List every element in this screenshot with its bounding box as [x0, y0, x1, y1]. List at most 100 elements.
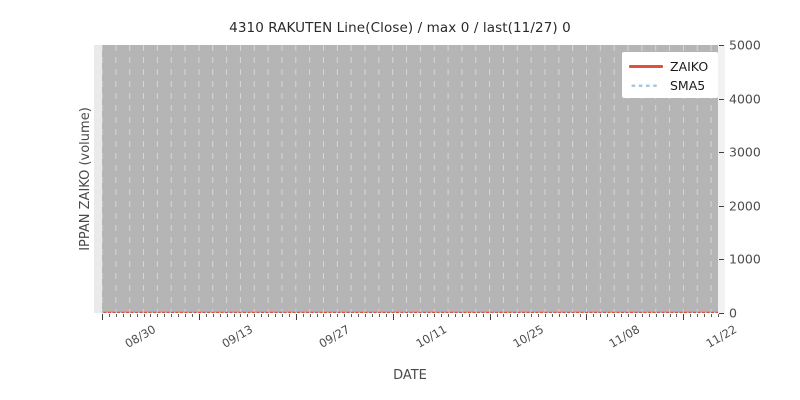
x-tick-minor [572, 314, 574, 317]
x-tick-minor [510, 314, 512, 317]
x-tick-minor [628, 314, 630, 317]
x-tick-major [102, 314, 103, 320]
x-tick-minor [122, 314, 124, 317]
x-tick-minor [233, 314, 235, 317]
legend-item-sma5[interactable]: SMA5 [622, 75, 718, 95]
x-tick-minor [607, 314, 609, 317]
x-tick-major [392, 314, 394, 320]
x-tick-minor [593, 314, 595, 317]
x-tick-minor [441, 314, 443, 317]
x-tick-minor [358, 314, 360, 317]
x-tick-minor [302, 314, 304, 317]
x-tick-minor [115, 314, 117, 317]
y-tick-label: 1000 [729, 251, 761, 267]
x-tick-minor [704, 314, 706, 317]
x-tick-minor [185, 314, 187, 317]
x-tick-minor [482, 314, 484, 317]
x-tick-minor [558, 314, 560, 317]
x-tick-label: 09/27 [316, 322, 352, 351]
y-tick-label: 3000 [729, 144, 761, 160]
x-tick-minor [434, 314, 436, 317]
x-tick-minor [648, 314, 650, 317]
x-tick-minor [641, 314, 643, 317]
x-tick-minor [240, 314, 242, 317]
x-tick-minor [544, 314, 546, 317]
x-tick-minor [275, 314, 277, 317]
x-tick-minor [427, 314, 429, 317]
x-tick-major [489, 314, 491, 320]
x-tick-minor [690, 314, 692, 317]
x-tick-minor [268, 314, 270, 317]
x-tick-label: 10/25 [510, 322, 546, 351]
x-tick-major [198, 314, 200, 320]
x-tick-minor [406, 314, 408, 317]
x-tick-minor [150, 314, 152, 317]
x-tick-minor [157, 314, 159, 317]
chart-title: 4310 RAKUTEN Line(Close) / max 0 / last(… [229, 20, 571, 36]
x-tick-minor [475, 314, 477, 317]
x-tick-major [586, 314, 588, 320]
x-tick-minor [351, 314, 353, 317]
x-tick-minor [496, 314, 498, 317]
legend-label-zaiko: ZAIKO [670, 58, 709, 74]
x-tick-minor [448, 314, 450, 317]
x-tick-minor [143, 314, 145, 317]
y-tick-label: 2000 [729, 198, 761, 214]
x-tick-minor [330, 314, 332, 317]
x-tick-minor [309, 314, 311, 317]
x-axis-title: DATE [393, 368, 427, 383]
x-tick-minor [378, 314, 380, 317]
x-tick-minor [503, 314, 505, 317]
x-tick-minor [288, 314, 290, 317]
chart-legend[interactable]: ZAIKO SMA5 [622, 52, 718, 98]
x-tick-minor [676, 314, 678, 317]
x-tick-minor [178, 314, 180, 317]
x-tick-major [295, 314, 297, 320]
x-tick-minor [634, 314, 636, 317]
x-tick-minor [524, 314, 526, 317]
x-tick-major [683, 314, 685, 320]
x-tick-minor [579, 314, 581, 317]
legend-swatch-zaiko [629, 60, 663, 72]
x-tick-minor [171, 314, 173, 317]
x-tick-minor [136, 314, 138, 317]
x-tick-minor [662, 314, 664, 317]
x-tick-minor [108, 314, 110, 317]
left-margin-band [94, 45, 102, 313]
legend-item-zaiko[interactable]: ZAIKO [622, 56, 718, 76]
x-tick-label: 08/30 [122, 322, 159, 351]
x-tick-minor [365, 314, 366, 317]
y-tick-label: 5000 [729, 37, 761, 53]
x-tick-minor [454, 314, 456, 317]
x-tick-minor [614, 314, 616, 317]
x-tick-minor [711, 314, 713, 317]
x-tick-minor [191, 314, 193, 317]
x-tick-label: 11/22 [703, 322, 740, 351]
x-tick-minor [371, 314, 373, 317]
x-tick-minor [600, 314, 602, 317]
x-tick-minor [205, 314, 207, 317]
x-tick-minor [337, 314, 339, 317]
y-tick-label: 4000 [729, 91, 761, 107]
legend-label-sma5: SMA5 [670, 77, 706, 93]
x-tick-minor [621, 314, 623, 317]
x-tick-minor [254, 314, 256, 317]
x-tick-minor [316, 314, 318, 317]
x-tick-minor [697, 314, 699, 317]
x-tick-minor [226, 314, 228, 317]
x-tick-minor [281, 314, 283, 317]
x-tick-label: 09/13 [219, 322, 256, 351]
x-tick-minor [461, 314, 463, 317]
x-tick-minor [129, 314, 131, 317]
y-tick-mark [719, 313, 724, 314]
x-tick-minor [531, 314, 533, 317]
x-tick-minor [219, 314, 221, 317]
x-tick-minor [247, 314, 249, 317]
y-axis-title: IPPAN ZAIKO (volume) [78, 107, 93, 251]
x-tick-minor [551, 314, 553, 317]
x-tick-label: 11/08 [606, 322, 643, 351]
x-tick-label: 10/11 [413, 322, 449, 351]
x-tick-minor [164, 314, 166, 317]
x-tick-minor [669, 314, 671, 317]
